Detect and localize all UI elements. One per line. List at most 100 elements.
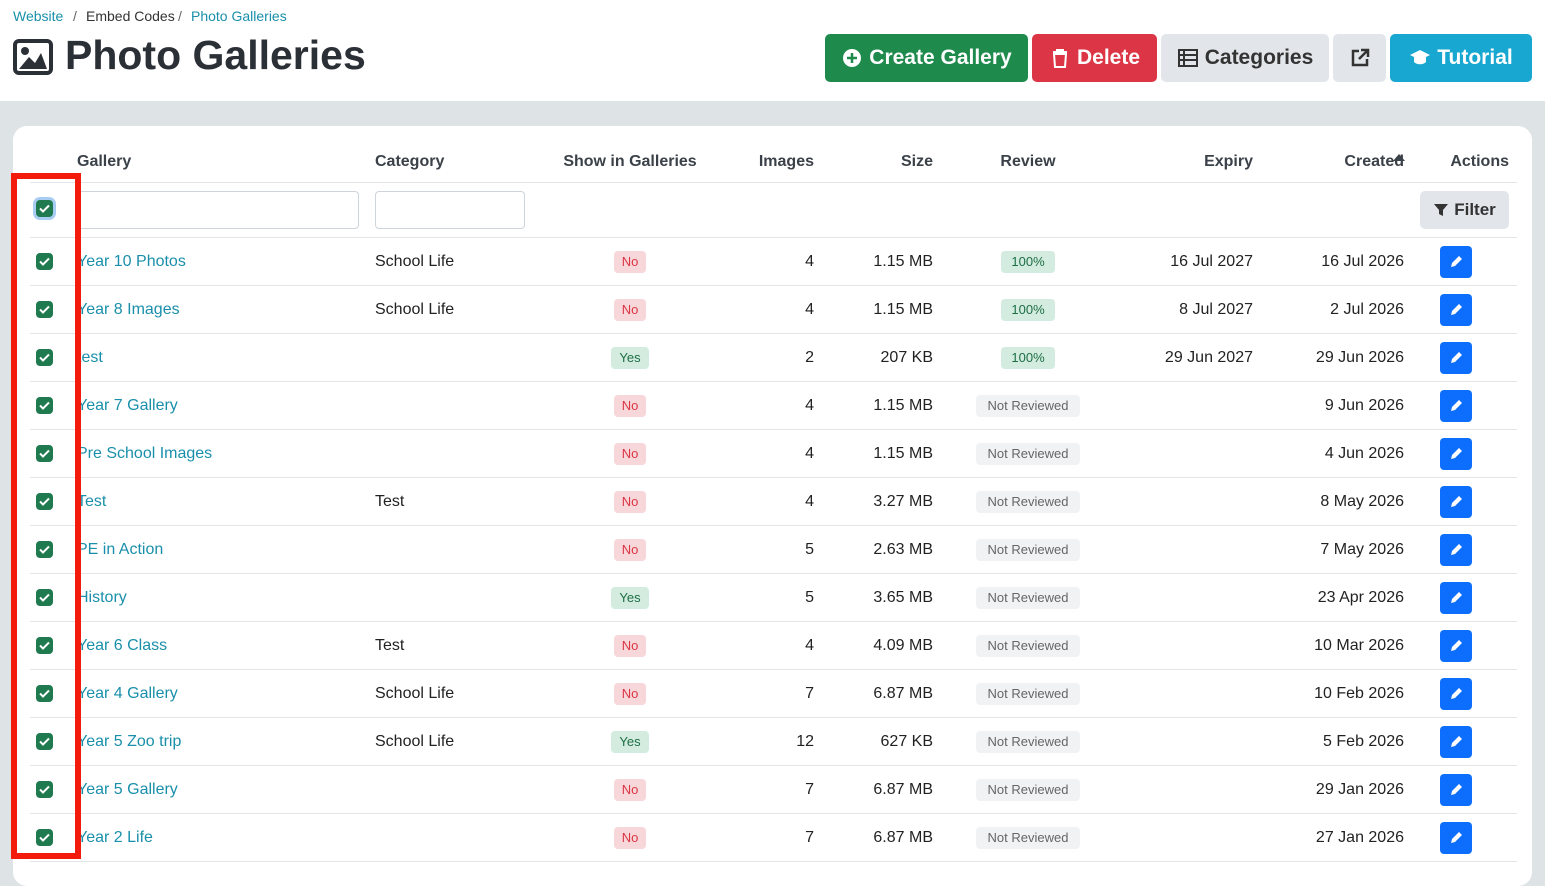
badge-text: Not Reviewed bbox=[975, 587, 1081, 609]
button-icon bbox=[1351, 48, 1369, 67]
review-badge: Not Reviewed bbox=[948, 539, 1108, 561]
created-cell: 9 Jun 2026 bbox=[1324, 397, 1404, 414]
row-checkbox[interactable] bbox=[36, 733, 53, 750]
create-gallery-button[interactable]: Create Gallery bbox=[825, 34, 1028, 82]
review-badge: Not Reviewed bbox=[948, 587, 1108, 609]
row-checkbox[interactable] bbox=[36, 685, 53, 702]
badge-text: No bbox=[613, 635, 647, 657]
edit-button[interactable] bbox=[1440, 630, 1472, 662]
size-cell: 1.15 MB bbox=[873, 301, 933, 318]
images-cell: 4 bbox=[805, 445, 814, 462]
edit-button[interactable] bbox=[1440, 774, 1472, 806]
row-checkbox[interactable] bbox=[36, 781, 53, 798]
gallery-link[interactable]: Year 2 Life bbox=[77, 829, 153, 846]
review-badge: 100% bbox=[948, 251, 1108, 273]
row-checkbox[interactable] bbox=[36, 301, 53, 318]
row-checkbox[interactable] bbox=[36, 349, 53, 366]
gallery-link[interactable]: Year 4 Gallery bbox=[77, 685, 178, 702]
show-badge: Yes bbox=[590, 347, 670, 369]
breadcrumb-item[interactable]: Website bbox=[13, 8, 64, 24]
gallery-link[interactable]: test bbox=[77, 349, 103, 366]
images-cell: 4 bbox=[805, 397, 814, 414]
button-label: Filter bbox=[1454, 200, 1496, 219]
breadcrumb-item: Photo Galleries bbox=[191, 8, 287, 24]
size-cell: 207 KB bbox=[880, 349, 933, 366]
breadcrumb-item[interactable]: Embed Codes bbox=[86, 8, 175, 24]
edit-button[interactable] bbox=[1440, 486, 1472, 518]
column-header[interactable]: Size bbox=[900, 153, 933, 170]
table-card bbox=[13, 126, 1532, 886]
column-header[interactable]: Show in Galleries bbox=[563, 153, 697, 170]
button-icon bbox=[1410, 50, 1431, 65]
edit-button[interactable] bbox=[1440, 822, 1472, 854]
category-cell: School Life bbox=[375, 301, 455, 318]
row-checkbox[interactable] bbox=[36, 829, 53, 846]
show-badge: No bbox=[590, 827, 670, 849]
created-cell: 10 Mar 2026 bbox=[1314, 637, 1404, 654]
row-checkbox[interactable] bbox=[36, 445, 53, 462]
row-checkbox[interactable] bbox=[36, 637, 53, 654]
edit-button[interactable] bbox=[1440, 726, 1472, 758]
edit-button[interactable] bbox=[1440, 246, 1472, 278]
gallery-link[interactable]: Test bbox=[77, 493, 107, 510]
badge-text: 100% bbox=[1001, 251, 1055, 273]
created-cell: 8 May 2026 bbox=[1320, 493, 1404, 510]
page-title: Photo Galleries bbox=[65, 32, 366, 78]
edit-button[interactable] bbox=[1440, 342, 1472, 374]
gallery-link[interactable]: Pre School Images bbox=[77, 445, 213, 462]
row-checkbox[interactable] bbox=[36, 493, 53, 510]
column-header[interactable]: Gallery bbox=[77, 153, 132, 170]
badge-text: Not Reviewed bbox=[975, 827, 1081, 849]
delete-button[interactable]: Delete bbox=[1032, 34, 1157, 82]
gallery-link[interactable]: Year 10 Photos bbox=[77, 253, 186, 270]
categories-button[interactable]: Categories bbox=[1161, 34, 1329, 82]
images-cell: 7 bbox=[805, 685, 814, 702]
row-checkbox[interactable] bbox=[36, 541, 53, 558]
expiry-cell: 8 Jul 2027 bbox=[1179, 301, 1253, 318]
category-filter-input[interactable] bbox=[375, 191, 525, 229]
show-badge: No bbox=[590, 491, 670, 513]
edit-button[interactable] bbox=[1440, 390, 1472, 422]
tutorial-button[interactable]: Tutorial bbox=[1390, 34, 1532, 82]
row-checkbox[interactable] bbox=[36, 397, 53, 414]
gallery-link[interactable]: Year 7 Gallery bbox=[77, 397, 178, 414]
expiry-cell: 29 Jun 2027 bbox=[1164, 349, 1253, 366]
column-header[interactable]: Category bbox=[375, 153, 445, 170]
row-divider bbox=[30, 573, 1517, 574]
badge-text: No bbox=[613, 539, 647, 561]
badge-text: No bbox=[613, 491, 647, 513]
row-checkbox[interactable] bbox=[36, 589, 53, 606]
sort-caret bbox=[1393, 154, 1405, 161]
filter-button[interactable]: Filter bbox=[1420, 191, 1509, 229]
gallery-link[interactable]: Year 5 Zoo trip bbox=[77, 733, 182, 750]
badge-text: Not Reviewed bbox=[975, 779, 1081, 801]
badge-text: No bbox=[613, 251, 647, 273]
edit-button[interactable] bbox=[1440, 582, 1472, 614]
review-badge: Not Reviewed bbox=[948, 683, 1108, 705]
gallery-link[interactable]: Year 8 Images bbox=[77, 301, 180, 318]
column-header[interactable]: Review bbox=[1000, 153, 1056, 170]
gallery-link[interactable]: History bbox=[77, 589, 127, 606]
category-cell: School Life bbox=[375, 733, 455, 750]
badge-text: 100% bbox=[1001, 347, 1055, 369]
row-checkbox[interactable] bbox=[36, 253, 53, 270]
edit-button[interactable] bbox=[1440, 294, 1472, 326]
edit-button[interactable] bbox=[1440, 678, 1472, 710]
show-badge: No bbox=[590, 779, 670, 801]
row-divider bbox=[30, 717, 1517, 718]
column-header[interactable]: Expiry bbox=[1204, 153, 1253, 170]
gallery-link[interactable]: Year 5 Gallery bbox=[77, 781, 178, 798]
gallery-filter-input[interactable] bbox=[77, 191, 359, 229]
edit-button[interactable] bbox=[1440, 438, 1472, 470]
edit-button[interactable] bbox=[1440, 534, 1472, 566]
badge-text: Yes bbox=[611, 731, 649, 753]
button-label: Delete bbox=[1076, 46, 1141, 69]
images-cell: 2 bbox=[805, 349, 814, 366]
column-header[interactable]: Images bbox=[758, 153, 814, 170]
column-header[interactable]: Created bbox=[1344, 153, 1404, 170]
filter-divider bbox=[30, 237, 1517, 238]
select-all-checkbox[interactable] bbox=[36, 200, 53, 217]
gallery-link[interactable]: Year 6 Class bbox=[77, 637, 168, 654]
external-link-button[interactable] bbox=[1333, 34, 1386, 82]
gallery-link[interactable]: PE in Action bbox=[77, 541, 164, 558]
